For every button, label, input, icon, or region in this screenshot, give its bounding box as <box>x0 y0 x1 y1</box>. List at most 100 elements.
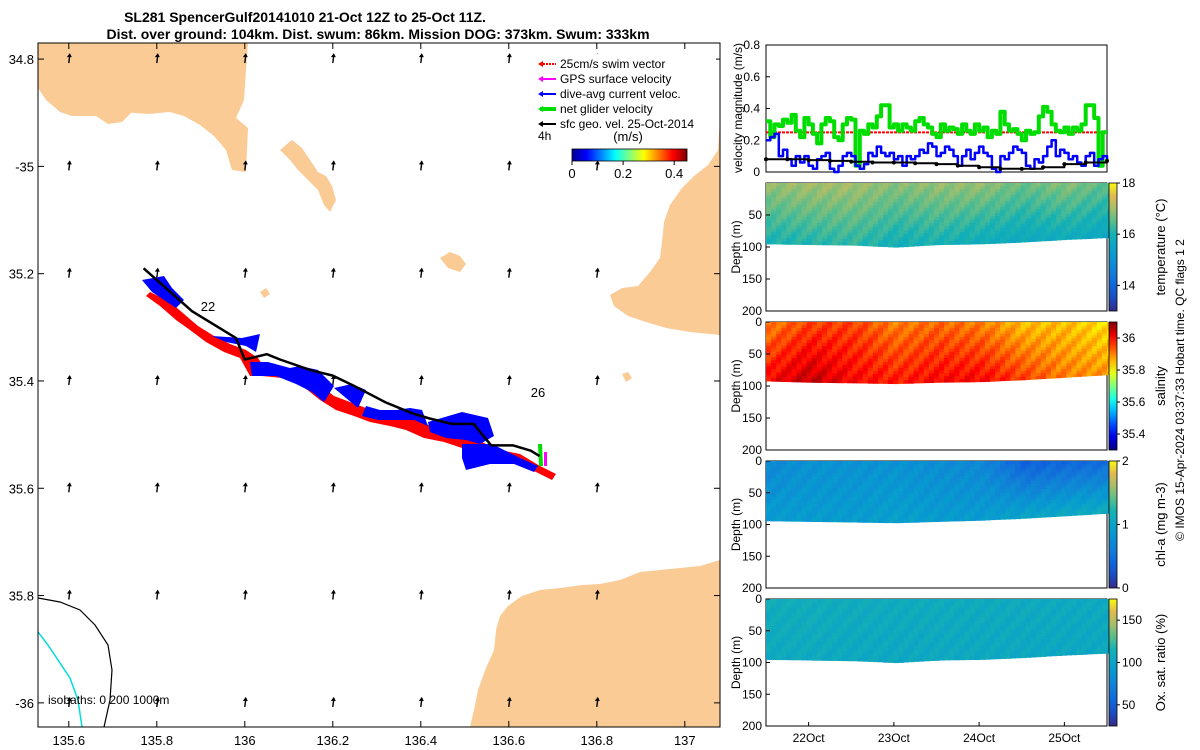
salinity-section-cell <box>1025 373 1032 378</box>
temperature-section-cell <box>964 234 971 239</box>
salinity-section-cell <box>832 340 838 344</box>
temperature-section-cell <box>1066 213 1073 218</box>
salinity-section-cell <box>791 330 798 335</box>
chla-section-cell <box>923 509 930 514</box>
salinity-section-cell <box>776 345 782 350</box>
temperature-section-cell <box>969 189 976 193</box>
oxygen-section-cell <box>766 650 772 654</box>
salinity-section-cell <box>1061 338 1067 342</box>
temperature-section-cell <box>822 186 828 190</box>
chla-section-cell <box>995 507 1001 512</box>
salinity-section-cell <box>918 358 925 362</box>
temperature-section-cell <box>1086 185 1093 190</box>
chla-section-cell <box>1076 482 1083 486</box>
salinity-section-cell <box>842 355 849 359</box>
chla-section-cell <box>872 467 879 471</box>
oxygen-section-cell <box>781 626 788 630</box>
chla-section-cell <box>857 503 864 508</box>
oxygen-section-cell <box>791 647 798 652</box>
oxygen-section-cell <box>832 648 838 652</box>
temperature-section-cell <box>1051 200 1057 204</box>
temperature-section-cell <box>1000 195 1006 199</box>
chla-section-cell <box>832 464 838 468</box>
temperature-section-cell <box>776 225 782 230</box>
chla-section-cell <box>979 478 986 483</box>
chla-section-cell <box>1005 504 1011 508</box>
temperature-section-cell <box>949 204 955 209</box>
temperature-section-cell <box>1000 236 1006 241</box>
chla-section-cell <box>954 493 961 498</box>
temperature-section-cell <box>995 204 1001 208</box>
oxygen-section-cell <box>903 611 910 616</box>
temperature-section-cell <box>862 195 869 200</box>
chla-section-cell <box>1061 472 1067 476</box>
salinity-section-cell <box>842 322 849 326</box>
chla-section-cell <box>857 515 864 520</box>
temperature-section-cell <box>989 234 996 238</box>
chla-section-cell <box>771 505 777 510</box>
chla-section-cell <box>867 503 874 508</box>
chla-section-cell <box>1035 477 1042 482</box>
temperature-section-cell <box>1025 197 1032 202</box>
salinity-section-cell <box>827 331 833 335</box>
temperature-section-cell <box>1101 234 1108 239</box>
chla-section-cell <box>893 491 899 496</box>
temperature-section-cell <box>1071 194 1078 198</box>
salinity-section-cell <box>903 346 910 351</box>
chla-section-cell <box>1010 501 1017 505</box>
salinity-section-cell <box>822 331 828 335</box>
temperature-section-cell <box>791 231 798 236</box>
oxygen-section-cell <box>903 652 910 657</box>
chla-section-cell <box>1020 509 1027 514</box>
chla-section-cell <box>888 516 894 521</box>
oxygen-section-cell <box>878 655 884 660</box>
salinity-section-cell <box>878 349 884 354</box>
salinity-section-cell <box>857 322 864 326</box>
salinity-section-cell <box>1030 333 1037 337</box>
temperature-section-cell <box>776 234 782 239</box>
chla-section-cell <box>822 461 828 465</box>
salinity-section-cell <box>1076 335 1083 339</box>
temperature-section-cell <box>1010 194 1017 199</box>
chla-section-cell <box>771 464 777 468</box>
temperature-section-cell <box>857 186 864 190</box>
chla-section-cell <box>771 487 777 492</box>
chla-section-cell <box>928 503 935 507</box>
chla-section-cell <box>842 479 849 483</box>
temperature-section-cell <box>878 208 884 213</box>
chla-section-cell <box>1051 497 1057 501</box>
salinity-section-cell <box>949 334 955 338</box>
salinity-section-cell <box>989 366 996 370</box>
chla-section-cell <box>867 479 874 484</box>
temperature-section-cell <box>928 195 935 200</box>
salinity-section-cell <box>1035 375 1042 380</box>
temperature-section-cell <box>959 189 966 193</box>
oxygen-section-cell <box>816 635 823 640</box>
oxygen-section-cell <box>811 641 818 646</box>
chla-section-cell <box>974 511 981 515</box>
velocity-sfc-point <box>806 158 811 163</box>
chla-section-cell <box>928 473 935 477</box>
salinity-section-cell <box>954 328 961 332</box>
chla-section-cell <box>1101 500 1108 504</box>
chla-section-cell <box>1040 505 1047 510</box>
temperature-section-cell <box>939 219 945 224</box>
oxygen-section-cell <box>837 648 844 652</box>
oxygen-section-cell <box>888 646 894 651</box>
chla-section-cell <box>923 467 930 471</box>
map-y-tick-label: 34.8 <box>9 52 34 67</box>
temperature-section-cell <box>903 189 910 194</box>
chla-section-cell <box>888 470 894 474</box>
chla-section-cell <box>776 490 782 495</box>
salinity-section-cell <box>954 363 961 368</box>
salinity-section-cell <box>1086 373 1093 377</box>
salinity-section-cell <box>969 333 976 338</box>
oxygen-section-cell <box>801 647 808 652</box>
salinity-section-cell <box>883 374 889 378</box>
salinity-section-cell <box>893 361 899 366</box>
chla-section-cell <box>786 467 793 471</box>
temperature-section-cell <box>1040 185 1047 190</box>
chla-section-cell <box>862 503 869 508</box>
sfc-arrow-head <box>330 53 336 58</box>
chla-section-cell <box>984 466 991 471</box>
